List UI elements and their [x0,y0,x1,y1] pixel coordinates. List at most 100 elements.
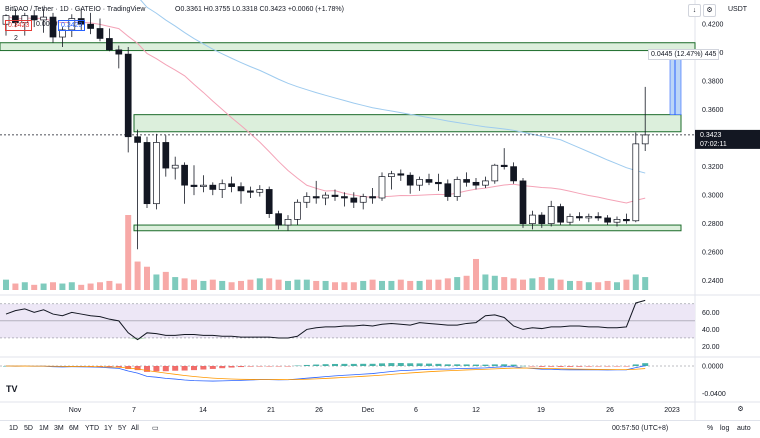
candle-body[interactable] [275,213,282,226]
calendar-range-icon[interactable]: ▭ [152,425,159,432]
candle-body[interactable] [143,142,151,205]
candle-body[interactable] [303,196,311,203]
macd-histogram-bar [595,366,602,367]
candle-body[interactable] [359,196,367,203]
candle-body[interactable] [21,15,29,24]
candle-body[interactable] [444,183,452,197]
period-1d[interactable]: 1D [9,425,18,432]
chart-canvas[interactable]: 0.42000.40000.38000.36000.34000.32000.30… [0,0,760,420]
candle-body[interactable] [566,216,574,223]
candle-body[interactable] [256,189,264,193]
candle-body[interactable] [247,190,254,193]
candle-body[interactable] [425,179,433,183]
candle-body[interactable] [453,179,461,197]
candle-body[interactable] [162,142,170,169]
candle-body[interactable] [510,166,517,182]
candle-body[interactable] [378,176,386,199]
period-ytd[interactable]: YTD [85,425,99,432]
candle-body[interactable] [397,173,405,176]
period-1y[interactable]: 1Y [104,425,113,432]
candle-body[interactable] [312,196,320,199]
candle-body[interactable] [576,216,583,219]
candle-body[interactable] [500,164,508,168]
candle-body[interactable] [190,184,198,187]
candle-body[interactable] [106,38,113,51]
ma-line-blue [139,0,646,174]
indicator-count[interactable]: 2 [14,35,18,42]
candle-body[interactable] [30,15,38,21]
candle-body[interactable] [482,180,489,186]
candle-body[interactable] [68,18,76,31]
candle-body[interactable] [594,216,602,219]
zone-box[interactable] [133,114,682,133]
candle-body[interactable] [331,194,339,197]
candle-body[interactable] [406,174,414,186]
period-all[interactable]: All [131,425,139,432]
symbol-title[interactable]: BitDAO / Tether · 1D · GATEIO · TradingV… [5,6,146,13]
candle-body[interactable] [124,53,132,138]
candle-body[interactable] [153,142,160,205]
candle-body[interactable] [435,181,442,185]
period-6m[interactable]: 6M [69,425,79,432]
candle-body[interactable] [87,23,94,29]
candle-body[interactable] [200,184,207,187]
candle-body[interactable] [115,49,123,55]
candle-body[interactable] [171,164,179,169]
candle-body[interactable] [350,197,358,203]
zone-box[interactable] [0,42,696,52]
period-3m[interactable]: 3M [54,425,64,432]
candle-body[interactable] [218,183,226,190]
candle-body[interactable] [538,214,546,224]
candle-body[interactable] [585,216,593,219]
candle-body[interactable] [463,179,470,183]
candle-body[interactable] [237,186,245,192]
zone-box[interactable] [133,224,682,232]
candle-body[interactable] [641,134,649,145]
down-arrow-icon[interactable]: ↓ [688,4,701,17]
candle-body[interactable] [59,29,66,38]
candle-body[interactable] [49,16,57,38]
candle-body[interactable] [341,196,348,199]
candle-body[interactable] [12,15,19,24]
toggle-log[interactable]: log [720,425,730,432]
candle-body[interactable] [519,180,527,224]
period-5y[interactable]: 5Y [118,425,127,432]
current-price-tag [695,129,760,149]
settings-icon[interactable]: ⚙ [703,4,716,17]
candle-body[interactable] [472,181,480,186]
candle-body[interactable] [181,164,188,186]
candle-body[interactable] [547,206,555,224]
settings-icon[interactable]: ⚙ [735,404,746,415]
candle-body[interactable] [557,206,564,223]
candle-body[interactable] [228,183,235,187]
macd-histogram-bar [191,366,197,371]
candle-body[interactable] [96,28,104,39]
candle-body[interactable] [388,173,395,177]
period-5d[interactable]: 5D [24,425,33,432]
candle-body[interactable] [284,219,292,226]
clock-readout[interactable]: 00:57:50 (UTC+8) [612,425,669,432]
candle-body[interactable] [369,196,376,199]
period-1m[interactable]: 1M [39,425,49,432]
macd-histogram-bar [548,366,555,367]
candle-body[interactable] [134,136,141,143]
toggle-auto[interactable]: auto [737,425,751,432]
candle-body[interactable] [40,16,47,21]
price-badge-plain: 0.0000 [36,21,58,28]
candle-body[interactable] [491,164,499,182]
toggle-percent[interactable]: % [707,425,714,432]
candle-body[interactable] [322,194,329,199]
currency-label[interactable]: USDT [728,6,748,13]
time-tick-label: 6 [414,407,418,414]
candle-body[interactable] [632,143,640,222]
candle-body[interactable] [209,184,217,190]
candle-body[interactable] [294,201,301,220]
candle-body[interactable] [416,179,423,186]
candle-body[interactable] [604,217,611,223]
candle-body[interactable] [529,214,536,224]
candle-body[interactable] [265,189,273,215]
candle-body[interactable] [623,219,630,222]
tradingview-logo-icon[interactable]: TV [6,384,18,394]
candle-body[interactable] [613,219,621,223]
candle-body[interactable] [77,18,85,25]
